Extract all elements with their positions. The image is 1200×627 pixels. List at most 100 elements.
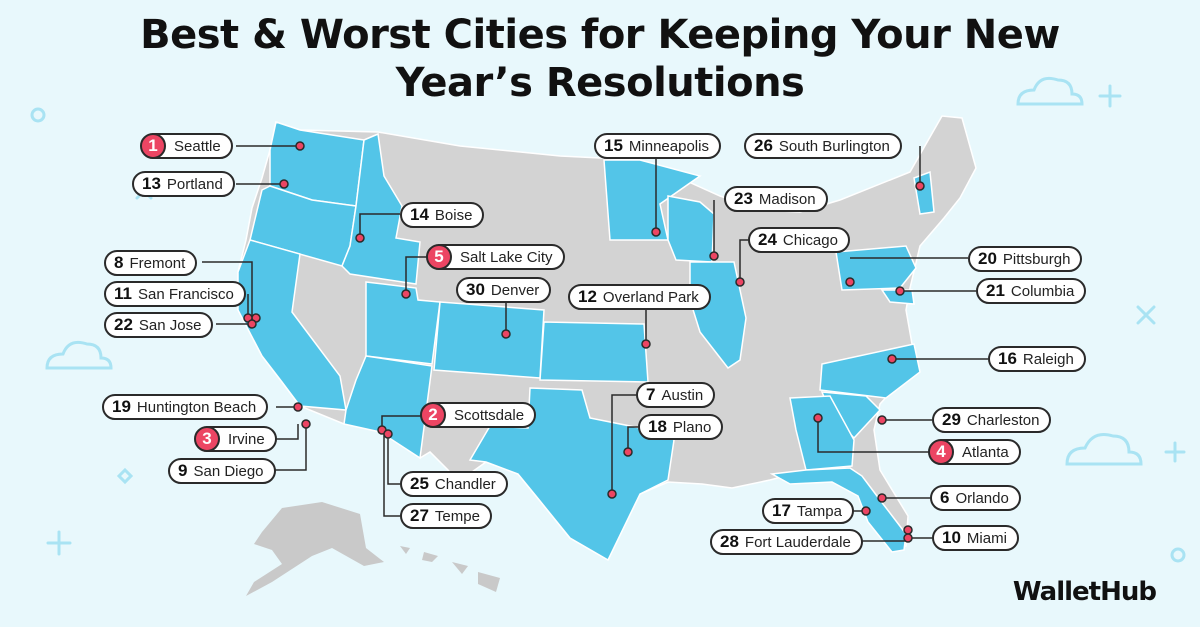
state-texas — [468, 387, 675, 562]
rank-number: 30 — [466, 280, 485, 299]
marker-irvine — [301, 419, 311, 429]
rank-number: 6 — [940, 488, 950, 507]
state-kansas — [539, 321, 649, 383]
city-name: Plano — [672, 418, 712, 436]
marker-south-burlington — [915, 181, 925, 191]
city-name: Huntington Beach — [136, 398, 257, 416]
city-markers — [243, 141, 925, 543]
state-arizona — [343, 355, 433, 460]
marker-minneapolis — [651, 227, 661, 237]
city-name: Salt Lake City — [460, 248, 553, 266]
leader-line — [387, 432, 400, 485]
city-name: Overland Park — [602, 288, 699, 306]
city-label: 28 Fort Lauderdale — [710, 529, 863, 555]
leader-line — [405, 256, 428, 294]
city-label: 7 Austin — [636, 382, 716, 408]
city-name: Boise — [434, 206, 473, 224]
city-name: Tampa — [796, 502, 842, 520]
rank-number: 20 — [978, 249, 997, 268]
rank-badge: 2 — [420, 402, 446, 428]
marker-chandler — [383, 429, 393, 439]
city-label: 16 Raleigh — [988, 346, 1086, 372]
city-name: Charleston — [966, 411, 1040, 429]
city-name: Portland — [166, 175, 223, 193]
city-name: Chicago — [782, 231, 838, 249]
city-name: Chandler — [434, 475, 496, 493]
circle-icon — [30, 107, 46, 123]
city-name: South Burlington — [778, 137, 890, 155]
leader-line — [627, 426, 638, 452]
state-idaho — [341, 132, 421, 285]
city-label: 24 Chicago — [748, 227, 850, 253]
city-name: Irvine — [228, 430, 265, 448]
rank-number: 7 — [646, 385, 656, 404]
state-colorado — [433, 301, 545, 379]
city-label: 2 Scottsdale — [420, 402, 537, 428]
marker-orlando — [877, 493, 887, 503]
city-label: 8 Fremont — [104, 250, 198, 276]
highlighted-states — [237, 121, 935, 562]
city-name: Fort Lauderdale — [744, 533, 851, 551]
city-name: Tempe — [434, 507, 480, 525]
leader-line — [817, 416, 930, 453]
rank-number: 23 — [734, 189, 753, 208]
rank-badge: 5 — [426, 244, 452, 270]
cloud-icon — [45, 340, 113, 370]
city-name: Madison — [758, 190, 816, 208]
city-label: 4 Atlanta — [928, 439, 1021, 465]
marker-seattle — [295, 141, 305, 151]
city-name: Fremont — [129, 254, 186, 272]
marker-salt-lake-city — [401, 289, 411, 299]
leader-line — [739, 239, 748, 282]
marker-pittsburgh — [845, 277, 855, 287]
rank-badge: 3 — [194, 426, 220, 452]
city-label: 19 Huntington Beach — [102, 394, 269, 420]
city-label: 25 Chandler — [400, 471, 508, 497]
marker-fort-lauderdale — [903, 525, 913, 535]
leader-line — [611, 394, 636, 494]
city-label: 15 Minneapolis — [594, 133, 721, 159]
leader-line — [274, 424, 307, 471]
city-name: Minneapolis — [628, 137, 709, 155]
state-minnesota — [603, 159, 702, 241]
rank-number: 26 — [754, 136, 773, 155]
city-label: 11 San Francisco — [104, 281, 246, 307]
marker-overland-park — [641, 339, 651, 349]
rank-number: 11 — [114, 284, 132, 303]
plus-icon — [1098, 84, 1122, 108]
rank-number: 18 — [648, 417, 667, 436]
city-name: Seattle — [174, 137, 221, 155]
hawaii-shape — [400, 546, 500, 592]
city-name: San Diego — [193, 462, 264, 480]
city-name: Atlanta — [962, 443, 1009, 461]
leader-line — [276, 424, 299, 440]
cloud-icon — [1065, 433, 1143, 466]
rank-number: 9 — [178, 461, 188, 480]
marker-charleston — [877, 415, 887, 425]
city-label: 14 Boise — [400, 202, 485, 228]
city-label: 17 Tampa — [762, 498, 854, 524]
marker-chicago — [735, 277, 745, 287]
city-label: 1 Seattle — [140, 133, 233, 159]
marker-tampa — [861, 506, 871, 516]
city-label: 29 Charleston — [932, 407, 1052, 433]
rank-number: 16 — [998, 349, 1017, 368]
city-label: 22 San Jose — [104, 312, 214, 338]
marker-atlanta — [813, 413, 823, 423]
leader-line — [359, 213, 400, 236]
city-name: Denver — [490, 281, 540, 299]
marker-denver — [501, 329, 511, 339]
city-name: Miami — [966, 529, 1007, 547]
rank-badge: 4 — [928, 439, 954, 465]
rank-number: 27 — [410, 506, 429, 525]
leader-line — [383, 432, 400, 517]
rank-number: 17 — [772, 501, 791, 520]
city-label: 23 Madison — [724, 186, 828, 212]
city-name: Columbia — [1010, 282, 1075, 300]
rank-number: 13 — [142, 174, 161, 193]
city-label: 5 Salt Lake City — [426, 244, 565, 270]
marker-san-jose — [247, 319, 257, 329]
city-name: Austin — [661, 386, 704, 404]
wallethub-logo: WalletHub — [1012, 577, 1157, 607]
city-name: Pittsburgh — [1002, 250, 1071, 268]
